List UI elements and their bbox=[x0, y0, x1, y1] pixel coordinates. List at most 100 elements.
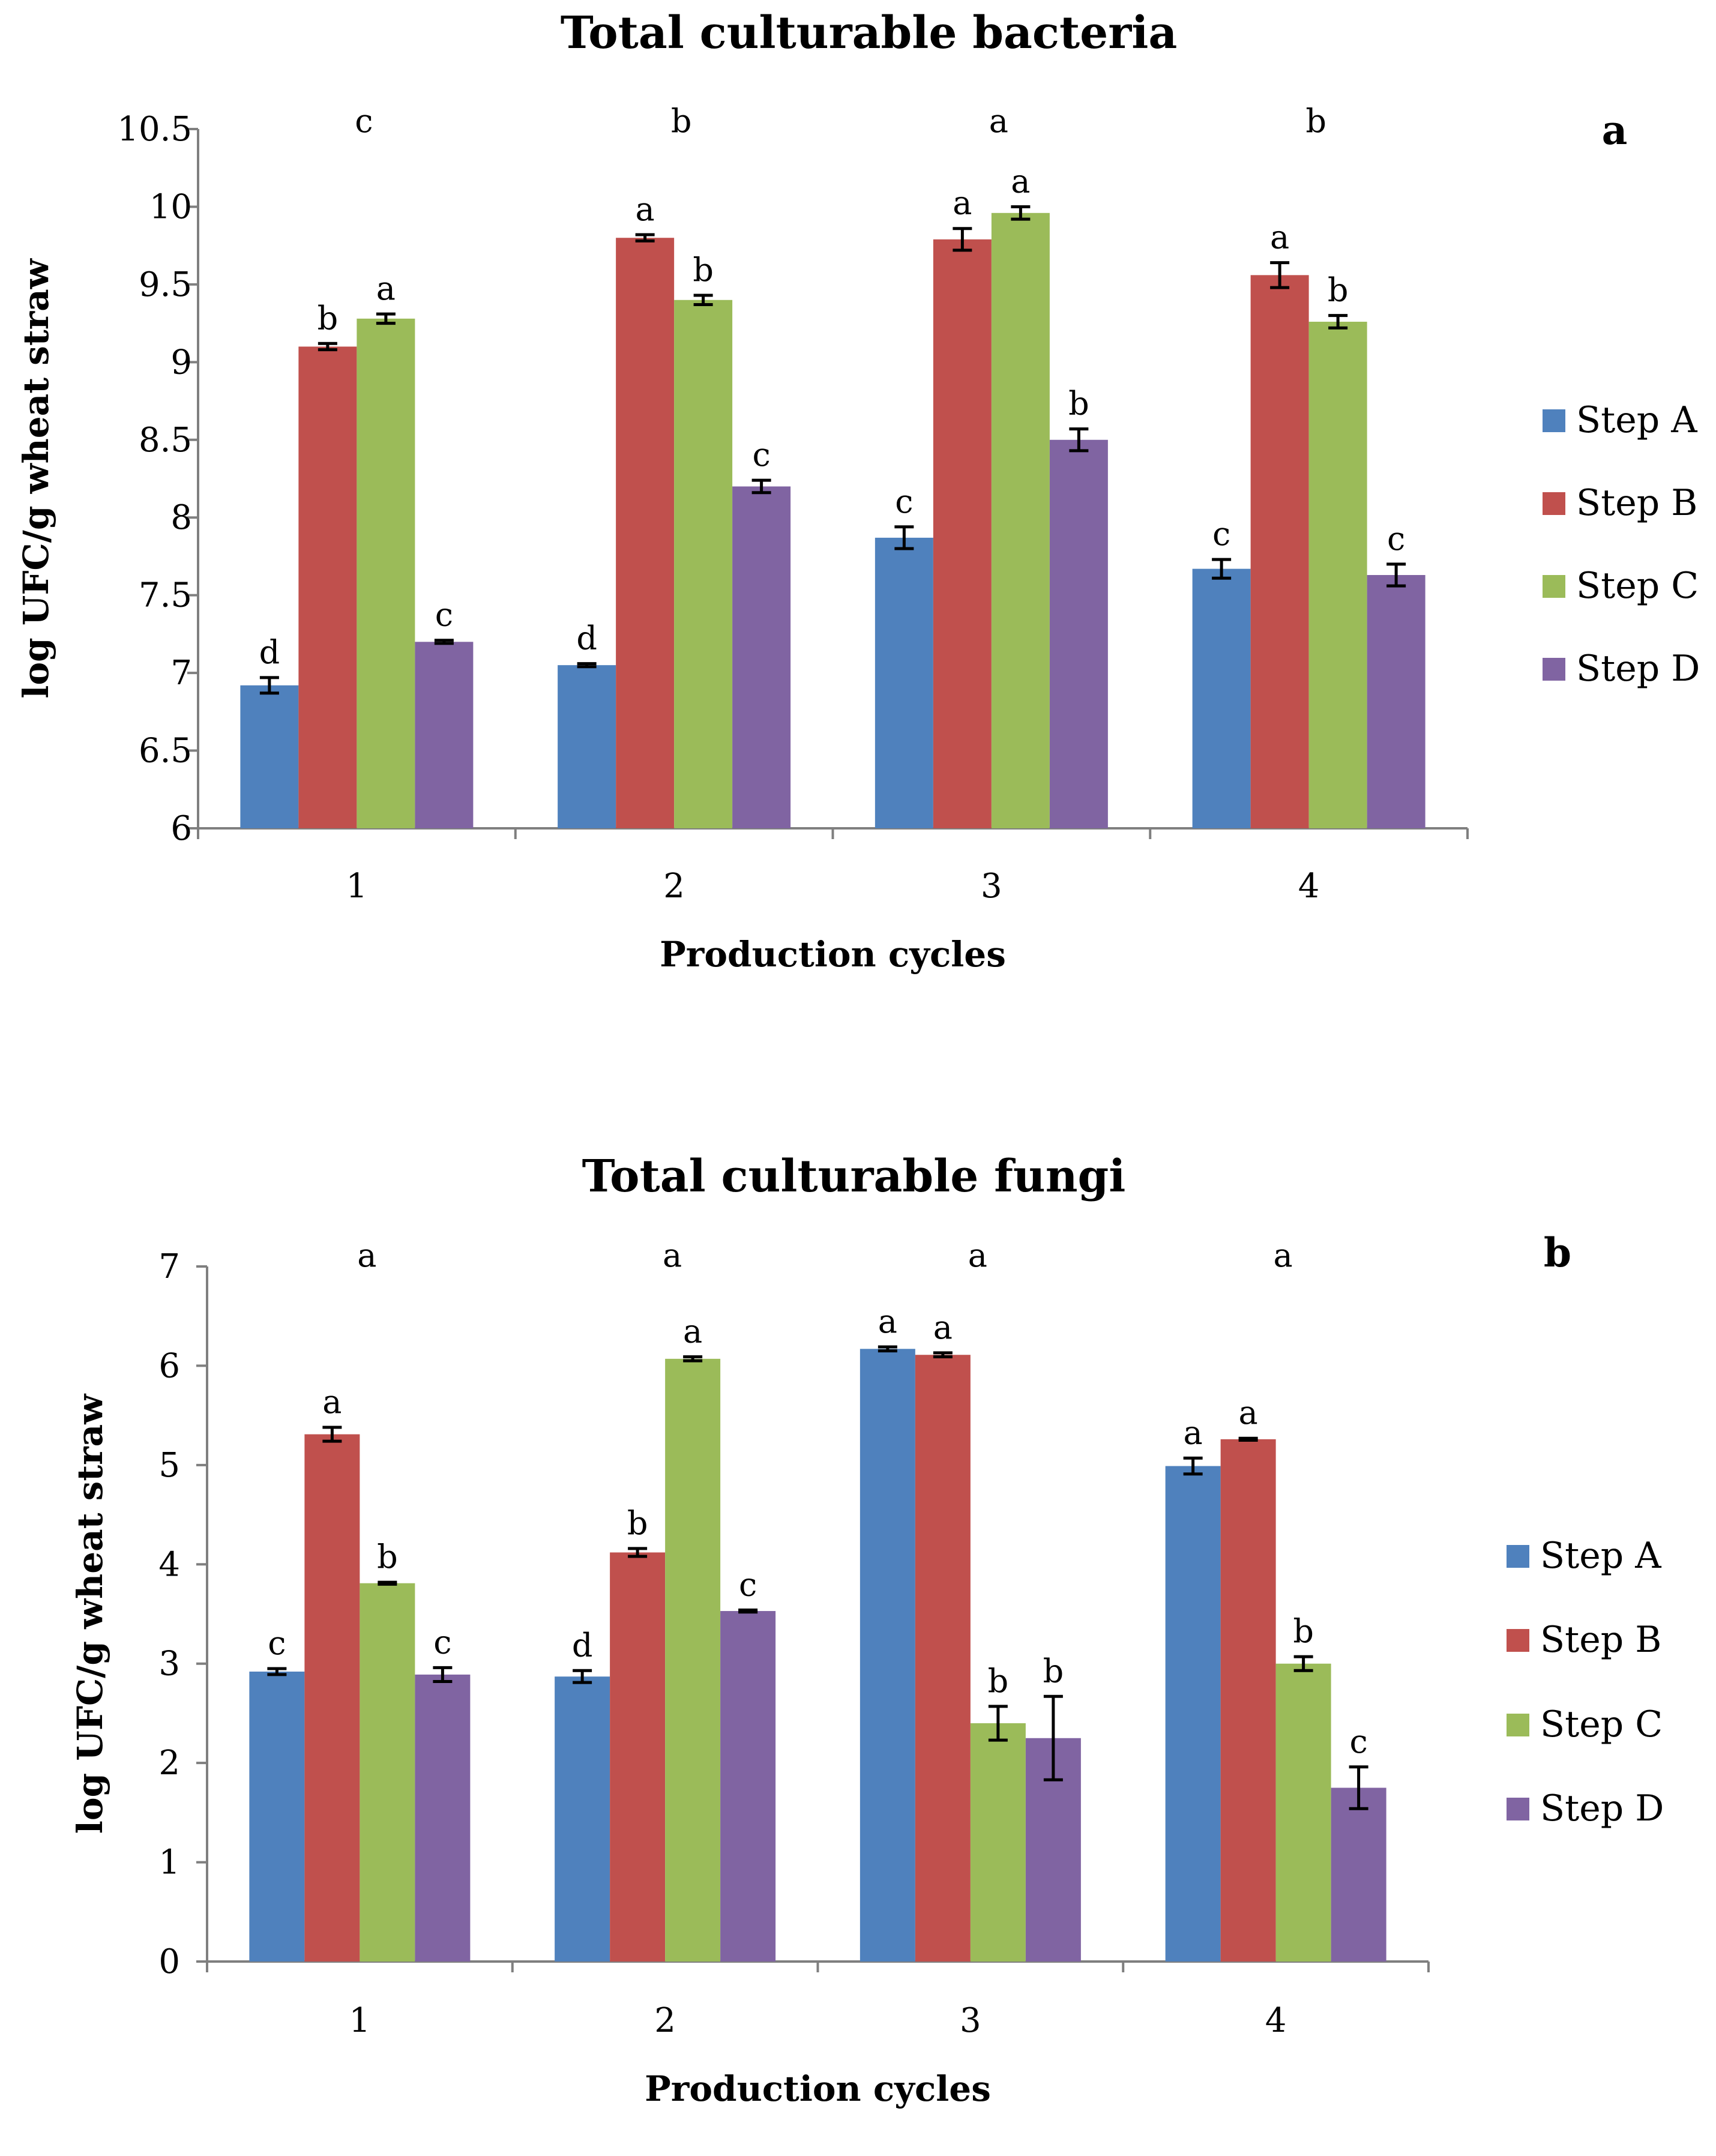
bar-step-c-cycle-4 bbox=[1308, 322, 1367, 828]
bar-significance-letter: a bbox=[933, 1308, 953, 1346]
y-tick-label: 7 bbox=[158, 1247, 180, 1286]
legend-swatch bbox=[1543, 575, 1565, 598]
bar-significance-letter: c bbox=[435, 596, 453, 634]
bar-step-d-cycle-2 bbox=[732, 486, 791, 828]
bar-significance-letter: b bbox=[377, 1538, 398, 1576]
panel-letter: b bbox=[1544, 1229, 1571, 1276]
x-tick-label: 1 bbox=[346, 867, 368, 906]
bar-step-b-cycle-4 bbox=[1250, 275, 1309, 828]
x-tick-label: 3 bbox=[981, 867, 1002, 906]
bar-significance-letter: a bbox=[1184, 1414, 1203, 1451]
bar-significance-letter: a bbox=[1011, 162, 1030, 200]
bar-significance-letter: d bbox=[576, 619, 597, 657]
bar-significance-letter: b bbox=[1068, 385, 1089, 423]
bar-significance-letter: d bbox=[259, 633, 280, 671]
legend-swatch bbox=[1543, 658, 1565, 681]
y-tick-label: 0 bbox=[158, 1942, 180, 1981]
legend-label: Step A bbox=[1540, 1535, 1661, 1577]
legend-swatch bbox=[1543, 492, 1565, 515]
y-axis-label: log UFC/g wheat straw bbox=[70, 1393, 110, 1834]
group-significance-letter: b bbox=[1305, 102, 1326, 140]
x-tick-label: 4 bbox=[1265, 2001, 1287, 2040]
x-axis-label: Production cycles bbox=[660, 934, 1006, 975]
y-tick-label: 6 bbox=[170, 809, 192, 848]
legend-label: Step C bbox=[1540, 1703, 1663, 1745]
y-tick-label: 8.5 bbox=[139, 421, 192, 460]
bar-step-d-cycle-3 bbox=[1049, 439, 1108, 828]
group-significance-letter: a bbox=[968, 1236, 987, 1274]
bar-step-b-cycle-2 bbox=[616, 238, 675, 828]
bar-step-a-cycle-2 bbox=[555, 1676, 610, 1962]
x-tick-label: 3 bbox=[960, 2001, 981, 2040]
group-significance-letter: c bbox=[355, 102, 373, 140]
group-significance-letter: a bbox=[989, 102, 1008, 140]
bar-step-b-cycle-2 bbox=[610, 1552, 666, 1962]
bar-step-d-cycle-4 bbox=[1331, 1787, 1386, 1962]
bar-step-a-cycle-4 bbox=[1192, 568, 1251, 828]
bar-significance-letter: c bbox=[268, 1624, 286, 1662]
bar-significance-letter: a bbox=[878, 1302, 897, 1340]
bar-significance-letter: c bbox=[1212, 515, 1230, 553]
group-significance-letter: a bbox=[1274, 1236, 1293, 1274]
y-tick-label: 6 bbox=[158, 1346, 180, 1385]
y-tick-label: 9 bbox=[170, 343, 192, 382]
bar-significance-letter: a bbox=[636, 190, 655, 228]
bar-step-c-cycle-2 bbox=[665, 1358, 721, 1962]
panel-letter: a bbox=[1602, 107, 1628, 154]
bar-significance-letter: c bbox=[1387, 520, 1405, 558]
bar-step-d-cycle-1 bbox=[415, 642, 474, 828]
bar-step-a-cycle-4 bbox=[1165, 1466, 1221, 1962]
bar-step-c-cycle-3 bbox=[991, 212, 1050, 828]
y-tick-label: 5 bbox=[158, 1446, 180, 1485]
bar-step-c-cycle-4 bbox=[1275, 1663, 1331, 1962]
y-tick-label: 6.5 bbox=[139, 732, 192, 771]
legend-label: Step C bbox=[1576, 565, 1699, 607]
x-tick-label: 1 bbox=[349, 2001, 371, 2040]
legend-swatch bbox=[1543, 409, 1565, 432]
chart-panel-b: Total culturable fungi log UFC/g wheat st… bbox=[70, 1151, 1664, 2109]
bar-significance-letter: b bbox=[1043, 1652, 1064, 1690]
bar-step-c-cycle-1 bbox=[360, 1583, 415, 1962]
bar-significance-letter: a bbox=[1270, 218, 1289, 256]
y-tick-label: 9.5 bbox=[139, 265, 192, 304]
bar-step-a-cycle-3 bbox=[875, 537, 933, 828]
y-tick-label: 10 bbox=[149, 187, 192, 226]
bar-step-d-cycle-4 bbox=[1367, 575, 1425, 828]
bar-significance-letter: c bbox=[895, 483, 913, 520]
y-tick-label: 7 bbox=[170, 654, 192, 693]
bar-step-b-cycle-1 bbox=[304, 1434, 360, 1962]
bar-significance-letter: c bbox=[739, 1565, 757, 1603]
y-tick-label: 2 bbox=[158, 1744, 180, 1783]
group-significance-letter: a bbox=[663, 1236, 682, 1274]
bar-step-b-cycle-1 bbox=[298, 346, 357, 828]
legend-label: Step B bbox=[1540, 1619, 1661, 1661]
group-significance-letter: b bbox=[671, 102, 692, 140]
y-tick-label: 7.5 bbox=[139, 576, 192, 615]
bar-step-a-cycle-3 bbox=[860, 1349, 915, 1962]
bar-significance-letter: c bbox=[753, 436, 771, 474]
bar-step-a-cycle-1 bbox=[240, 685, 299, 828]
y-tick-label: 4 bbox=[158, 1545, 180, 1584]
chart-panel-a: Total culturable bacteria log UFC/g wheat… bbox=[16, 7, 1700, 975]
bar-significance-letter: b bbox=[693, 251, 714, 289]
bar-significance-letter: b bbox=[1293, 1612, 1314, 1650]
bar-step-a-cycle-2 bbox=[558, 665, 616, 828]
bar-significance-letter: d bbox=[572, 1626, 593, 1664]
bar-significance-letter: c bbox=[433, 1623, 451, 1661]
bar-significance-letter: a bbox=[953, 184, 972, 222]
x-tick-label: 4 bbox=[1298, 867, 1320, 906]
bar-step-c-cycle-3 bbox=[970, 1723, 1026, 1962]
bar-significance-letter: a bbox=[1239, 1394, 1258, 1432]
bar-significance-letter: a bbox=[376, 270, 396, 307]
bar-significance-letter: c bbox=[1350, 1723, 1368, 1760]
y-tick-label: 8 bbox=[170, 498, 192, 537]
legend-swatch bbox=[1507, 1714, 1529, 1736]
chart-title: Total culturable bacteria bbox=[561, 7, 1178, 59]
x-tick-label: 2 bbox=[663, 867, 685, 906]
y-axis-label: log UFC/g wheat straw bbox=[16, 257, 56, 698]
bar-significance-letter: b bbox=[988, 1662, 1009, 1700]
legend-label: Step D bbox=[1576, 648, 1700, 690]
x-axis-label: Production cycles bbox=[645, 2068, 991, 2109]
bar-step-d-cycle-1 bbox=[415, 1674, 471, 1962]
